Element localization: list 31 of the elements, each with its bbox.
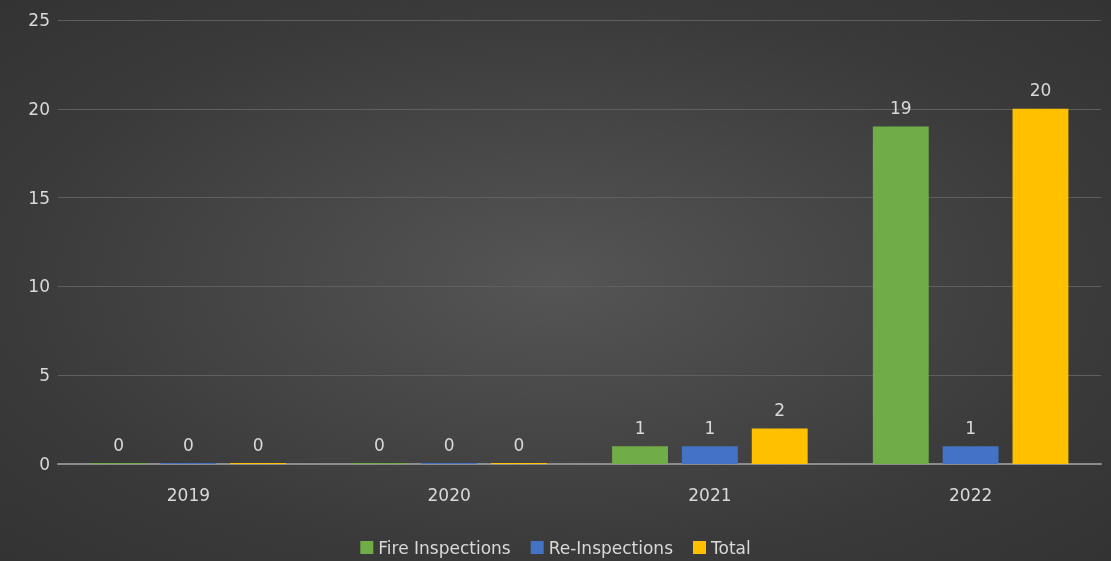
x-tick-label: 2021 xyxy=(688,484,732,505)
data-label: 0 xyxy=(513,434,525,455)
bar xyxy=(1012,108,1069,464)
bar xyxy=(872,126,929,464)
data-label: 1 xyxy=(704,417,716,438)
data-label: 1 xyxy=(634,417,646,438)
legend-label: Total xyxy=(710,537,751,558)
x-tick-label: 2019 xyxy=(166,484,211,505)
legend-label: Fire Inspections xyxy=(378,537,511,558)
bar xyxy=(612,446,668,464)
data-label: 0 xyxy=(373,434,385,455)
data-label: 0 xyxy=(182,434,194,455)
data-label: 0 xyxy=(113,434,124,455)
y-tick-label: 15 xyxy=(28,187,50,208)
y-tick-label: 5 xyxy=(39,365,50,386)
data-label: 0 xyxy=(252,434,264,455)
x-tick-label: 2022 xyxy=(948,484,993,505)
y-tick-label: 10 xyxy=(28,276,50,297)
y-tick-label: 0 xyxy=(39,454,50,474)
legend-label: Re-Inspections xyxy=(548,537,674,558)
bar xyxy=(681,446,738,464)
data-label: 19 xyxy=(889,98,912,119)
data-label: 0 xyxy=(443,434,455,455)
bar xyxy=(751,428,808,464)
bar xyxy=(942,446,999,464)
y-tick-label: 20 xyxy=(28,98,50,119)
x-tick-label: 2020 xyxy=(427,484,471,505)
data-label: 1 xyxy=(965,417,977,438)
data-label: 20 xyxy=(1029,80,1052,101)
data-label: 2 xyxy=(774,399,786,420)
y-tick-label: 25 xyxy=(28,10,50,30)
